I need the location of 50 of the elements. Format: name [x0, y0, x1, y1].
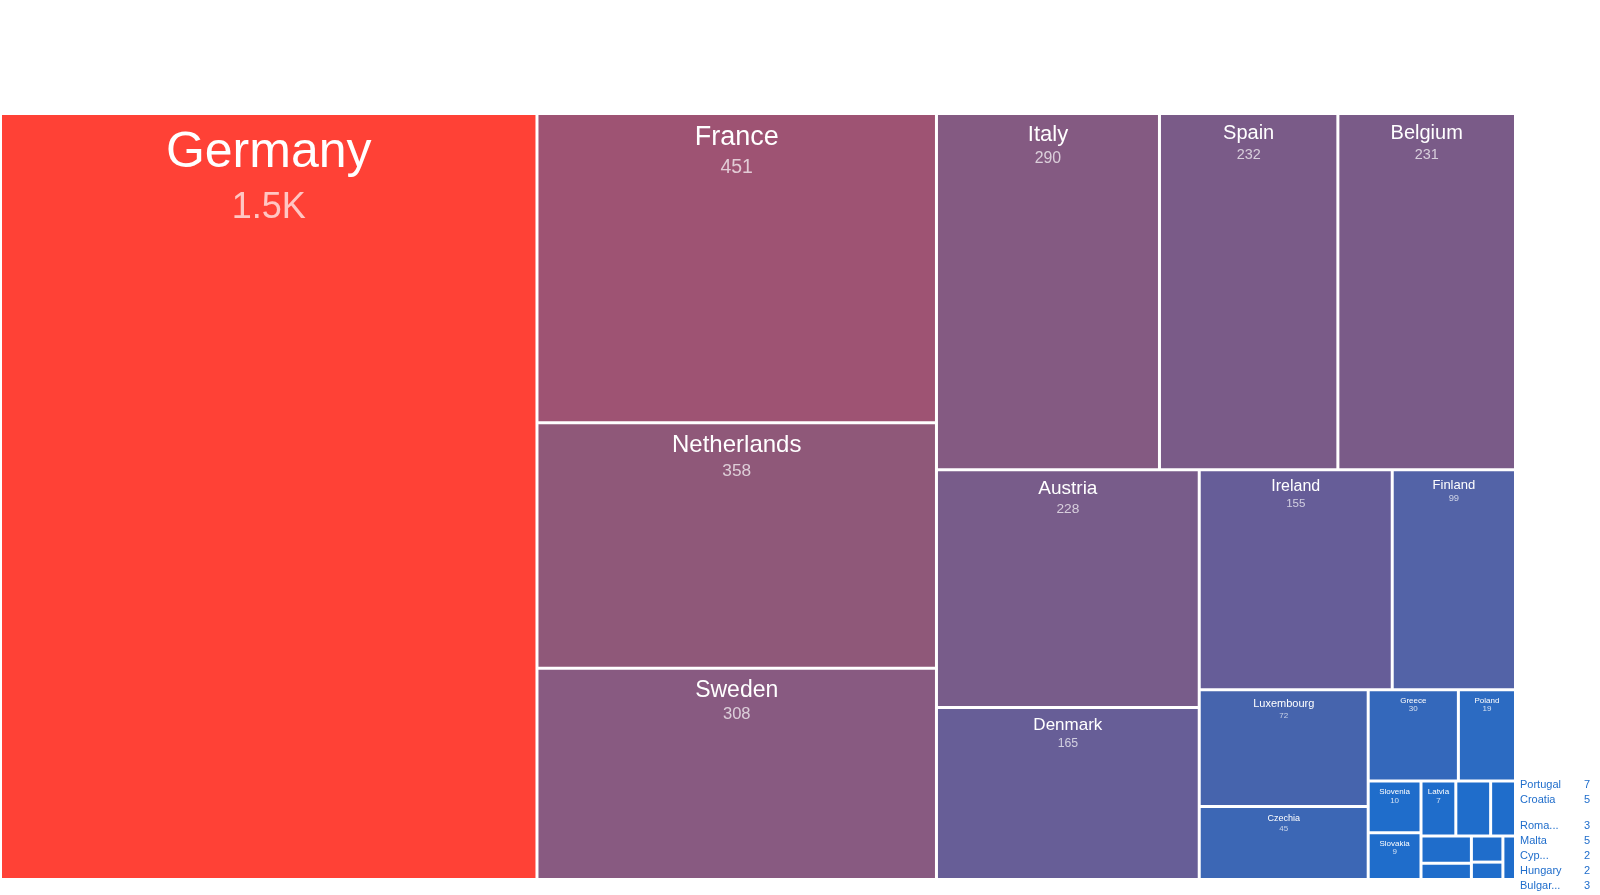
- data-label: 9: [1392, 847, 1398, 857]
- category-label: France: [694, 121, 779, 152]
- category-label: Sweden: [695, 675, 779, 702]
- data-label: 165: [1057, 735, 1079, 750]
- data-label: 72: [1279, 710, 1289, 720]
- category-label: Finland: [1432, 476, 1476, 492]
- category-label: Portugal: [1520, 777, 1561, 790]
- data-label: 45: [1279, 823, 1289, 833]
- data-label: 3: [1584, 818, 1591, 831]
- category-label: Belgium: [1390, 121, 1463, 143]
- category-label: Latvia: [1427, 787, 1450, 797]
- category-label: Poland: [1474, 695, 1500, 705]
- data-label: 5: [1584, 792, 1591, 805]
- data-label: 228: [1056, 501, 1080, 517]
- category-label: Slovenia: [1379, 787, 1411, 797]
- data-label: 358: [722, 460, 752, 481]
- data-label: 231: [1414, 146, 1439, 162]
- data-label: 451: [720, 154, 753, 177]
- category-label: Ireland: [1271, 477, 1321, 495]
- data-label: 3: [1584, 878, 1591, 891]
- data-label: 2: [1584, 848, 1591, 861]
- category-label: Austria: [1038, 477, 1098, 499]
- data-label: 1.5K: [231, 184, 306, 226]
- category-label: Luxembourg: [1253, 696, 1315, 709]
- data-label: 30: [1408, 704, 1419, 714]
- category-label: Germany: [165, 122, 372, 178]
- data-label: 19: [1482, 704, 1492, 714]
- data-label: 7: [1436, 795, 1442, 805]
- data-label: 290: [1034, 148, 1062, 166]
- category-label: Denmark: [1033, 714, 1103, 734]
- category-label: Slovakia: [1379, 839, 1411, 849]
- category-label: Netherlands: [672, 430, 802, 458]
- category-label: Malta: [1520, 833, 1548, 846]
- data-label: 7: [1584, 777, 1591, 790]
- data-label: 232: [1236, 146, 1261, 162]
- category-label: Hungary: [1520, 863, 1563, 876]
- data-label: 308: [722, 704, 751, 724]
- data-label: 99: [1448, 493, 1460, 504]
- category-label: Spain: [1223, 121, 1275, 143]
- data-label: 10: [1390, 795, 1400, 805]
- category-label: Croatia: [1520, 792, 1557, 805]
- data-label: 5: [1584, 833, 1591, 846]
- data-label: 155: [1286, 497, 1306, 510]
- category-label: Bulgar...: [1520, 878, 1561, 891]
- category-label: Czechia: [1267, 813, 1300, 824]
- category-label: Roma...: [1520, 818, 1559, 831]
- category-label: Cyp...: [1520, 848, 1549, 861]
- category-label: Greece: [1400, 695, 1427, 705]
- data-label: 2: [1584, 863, 1591, 876]
- category-label: Italy: [1027, 120, 1069, 146]
